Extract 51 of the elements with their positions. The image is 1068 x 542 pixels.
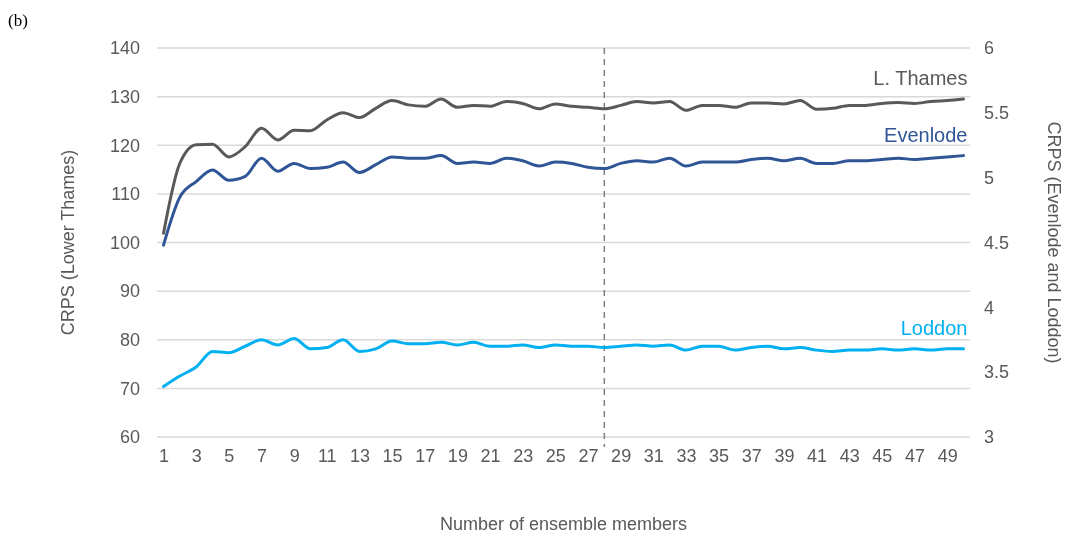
x-tick-label: 43 xyxy=(839,445,860,466)
x-tick-label: 31 xyxy=(643,445,664,466)
x-tick-label: 47 xyxy=(904,445,926,466)
x-tick-label: 21 xyxy=(480,445,501,466)
x-axis-title: Number of ensemble members xyxy=(439,514,688,534)
x-tick-label: 23 xyxy=(513,445,534,466)
x-tick-label: 19 xyxy=(447,445,468,466)
y-tick-label: 60 xyxy=(119,427,140,448)
y-tick-label: 130 xyxy=(109,86,140,107)
x-tick-label: 9 xyxy=(289,445,300,466)
series-label: Evenlode xyxy=(884,123,968,146)
x-tick-label: 37 xyxy=(741,445,762,466)
y-tick-label: 90 xyxy=(119,281,140,302)
y2-tick-label: 5.5 xyxy=(984,103,1010,124)
x-tick-label: 39 xyxy=(774,445,795,466)
line-series xyxy=(162,336,965,388)
x-tick-label: 35 xyxy=(709,445,730,466)
y2-tick-label: 5 xyxy=(984,167,995,188)
line-series xyxy=(162,154,965,247)
x-tick-label: 25 xyxy=(545,445,566,466)
x-tick-label: 11 xyxy=(317,445,337,466)
x-tick-label: 33 xyxy=(676,445,697,466)
x-tick-label: 29 xyxy=(611,445,632,466)
y2-tick-label: 4 xyxy=(984,297,995,318)
y-tick-label: 100 xyxy=(109,232,140,253)
y2-tick-label: 3 xyxy=(984,427,995,448)
x-tick-label: 45 xyxy=(872,445,893,466)
y-tick-label: 110 xyxy=(111,184,140,205)
x-tick-label: 7 xyxy=(256,445,267,466)
y-tick-label: 120 xyxy=(109,135,140,156)
x-tick-label: 5 xyxy=(224,445,235,466)
series-label: L. Thames xyxy=(873,67,968,90)
y-axis-title: CRPS (Lower Thames) xyxy=(58,149,78,336)
y2-tick-label: 4.5 xyxy=(984,232,1010,253)
x-tick-label: 3 xyxy=(191,445,202,466)
line-series xyxy=(162,97,965,235)
x-tick-label: 27 xyxy=(578,445,599,466)
y2-axis-title: CRPS (Evenlode and Loddon) xyxy=(1044,121,1064,364)
x-tick-label: 13 xyxy=(349,445,370,466)
y-tick-label: 140 xyxy=(109,38,140,59)
x-tick-label: 41 xyxy=(807,445,828,466)
x-tick-label: 17 xyxy=(415,445,436,466)
y-tick-label: 80 xyxy=(119,330,140,351)
x-tick-label: 15 xyxy=(382,445,403,466)
series-label: Loddon xyxy=(900,316,968,339)
y2-tick-label: 3.5 xyxy=(984,362,1010,383)
x-tick-label: 49 xyxy=(937,445,958,466)
y2-tick-label: 6 xyxy=(984,38,995,59)
text: (b) xyxy=(8,11,28,30)
y-tick-label: 70 xyxy=(119,378,140,399)
x-tick-label: 1 xyxy=(159,445,170,466)
